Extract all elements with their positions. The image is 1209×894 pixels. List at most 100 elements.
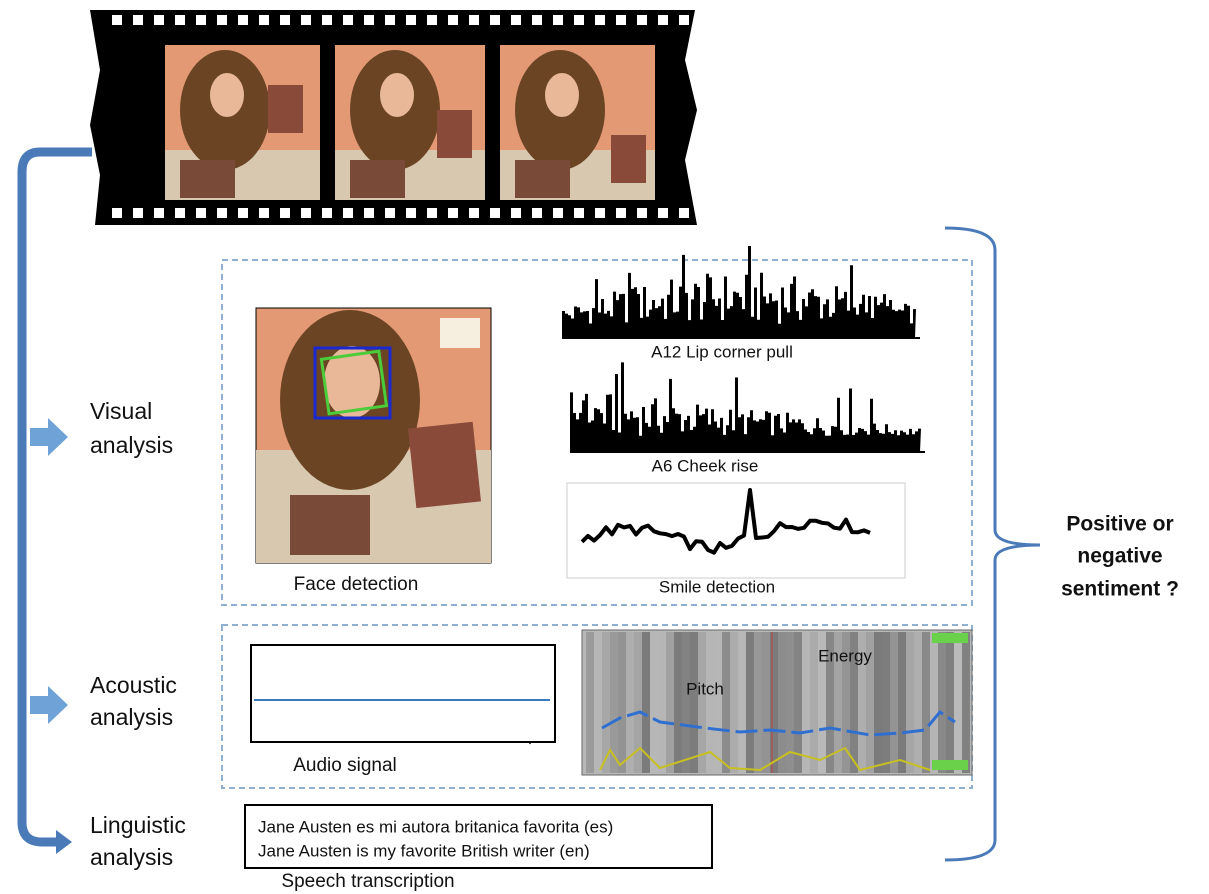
spectrogram-band xyxy=(666,632,674,773)
spectrogram-band xyxy=(794,632,802,773)
sprocket xyxy=(637,208,647,218)
sprocket xyxy=(301,15,311,25)
spectrogram-band xyxy=(594,632,602,773)
sprocket xyxy=(616,208,626,218)
spectrogram-band xyxy=(682,632,690,773)
spectrogram-band xyxy=(650,632,658,773)
sprocket xyxy=(322,208,332,218)
sprocket xyxy=(112,15,122,25)
spectrogram-band xyxy=(722,632,730,773)
sprocket xyxy=(259,208,269,218)
frame-book xyxy=(268,85,303,133)
frame-books xyxy=(180,160,235,198)
arrow xyxy=(30,418,68,456)
diagram: Visual analysis Acoustic analysis Lingui… xyxy=(0,0,1209,894)
sprocket xyxy=(574,208,584,218)
sprocket xyxy=(427,15,437,25)
spectrogram-band xyxy=(906,632,914,773)
spectrogram-label: Pitch xyxy=(686,679,724,698)
arrow xyxy=(30,686,68,724)
sprocket xyxy=(406,208,416,218)
sprocket xyxy=(280,208,290,218)
sprocket xyxy=(469,208,479,218)
spectrogram-band xyxy=(898,632,906,773)
spectrogram-band xyxy=(618,632,626,773)
sprocket xyxy=(616,15,626,25)
analysis-label: analysis xyxy=(90,844,173,870)
output-label: negative xyxy=(1077,545,1162,568)
face-image xyxy=(256,308,491,563)
spectrogram-band xyxy=(946,632,954,773)
spectrogram-band xyxy=(626,632,634,773)
sprocket xyxy=(133,15,143,25)
sprocket xyxy=(175,15,185,25)
frame-face xyxy=(380,73,414,117)
sprocket xyxy=(385,15,395,25)
spectrogram-band xyxy=(738,632,746,773)
sprocket xyxy=(448,15,458,25)
sprocket xyxy=(217,15,227,25)
film-strip xyxy=(90,10,697,225)
sprocket xyxy=(679,208,689,218)
caption: A6 Cheek rise xyxy=(652,456,759,475)
sprocket xyxy=(553,208,563,218)
arrow xyxy=(56,830,72,854)
spectrogram-band xyxy=(882,632,890,773)
analysis-label: analysis xyxy=(90,704,173,730)
sprocket xyxy=(532,208,542,218)
spectrogram-band xyxy=(938,632,946,773)
sprocket xyxy=(679,15,689,25)
spectrogram-band xyxy=(778,632,786,773)
spectrogram-band xyxy=(754,632,762,773)
spectrogram-band xyxy=(690,632,698,773)
caption: Face detection xyxy=(294,574,419,595)
frame-face xyxy=(545,73,579,117)
frame-books xyxy=(350,160,405,198)
spectrogram-band xyxy=(762,632,770,773)
sprocket xyxy=(364,208,374,218)
spectrogram-band xyxy=(674,632,682,773)
sprocket xyxy=(553,15,563,25)
sprocket xyxy=(427,208,437,218)
sprocket xyxy=(385,208,395,218)
flow-bracket xyxy=(22,152,92,842)
frame-book xyxy=(611,135,646,183)
spectrogram-band xyxy=(922,632,930,773)
sprocket xyxy=(364,15,374,25)
sprocket xyxy=(196,15,206,25)
output-label: sentiment ? xyxy=(1061,578,1179,601)
sprocket xyxy=(469,15,479,25)
sprocket xyxy=(301,208,311,218)
sprocket xyxy=(490,15,500,25)
caption: Audio signal xyxy=(293,755,397,776)
caption: Speech transcription xyxy=(281,871,454,892)
sprocket xyxy=(280,15,290,25)
marker xyxy=(932,760,968,770)
sprocket xyxy=(154,208,164,218)
analysis-label: Linguistic xyxy=(90,812,186,838)
spectrogram-band xyxy=(930,632,938,773)
spectrogram-band xyxy=(730,632,738,773)
spectrogram-band xyxy=(714,632,722,773)
caption: A12 Lip corner pull xyxy=(651,342,793,361)
sprocket xyxy=(196,208,206,218)
frame-face xyxy=(210,73,244,117)
analysis-label: analysis xyxy=(90,432,173,458)
spectrogram-band xyxy=(914,632,922,773)
sprocket xyxy=(595,15,605,25)
transcription-line: Jane Austen es mi autora britanica favor… xyxy=(258,817,613,836)
au-signal xyxy=(570,362,921,452)
sprocket xyxy=(511,208,521,218)
spectrogram-band xyxy=(962,632,970,773)
sprocket xyxy=(217,208,227,218)
spectrogram-band xyxy=(746,632,754,773)
sprocket xyxy=(637,15,647,25)
sprocket xyxy=(238,15,248,25)
sprocket xyxy=(574,15,584,25)
sprocket xyxy=(406,15,416,25)
sprocket xyxy=(490,208,500,218)
sprocket xyxy=(595,208,605,218)
sprocket xyxy=(154,15,164,25)
analysis-label: Acoustic xyxy=(90,672,177,698)
sprocket xyxy=(238,208,248,218)
